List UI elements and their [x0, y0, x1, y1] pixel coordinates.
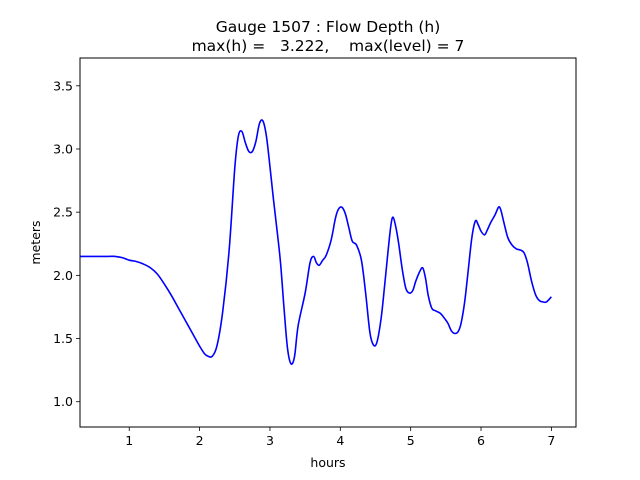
series-layer	[79, 119, 552, 365]
y-tick-label: 3.0	[53, 141, 73, 156]
y-tick-label: 1.5	[53, 331, 73, 346]
x-tick-label: 2	[196, 433, 204, 448]
y-tick-label: 3.5	[53, 78, 73, 93]
y-axis-label: meters	[28, 220, 43, 264]
chart-title-line-1: Gauge 1507 : Flow Depth (h)	[216, 18, 441, 36]
x-axis-ticks: 1 2 3 4 5 6 7	[125, 427, 555, 448]
x-tick-label: 4	[336, 433, 344, 448]
y-tick-label: 2.0	[53, 268, 73, 283]
x-tick-label: 6	[477, 433, 485, 448]
y-tick-label: 1.0	[53, 394, 73, 409]
y-axis-ticks: 1.0 1.5 2.0 2.5 3.0 3.5	[53, 78, 80, 409]
series-line	[79, 119, 552, 365]
x-tick-label: 5	[407, 433, 415, 448]
chart-title-line-2: max(h) = 3.222, max(level) = 7	[192, 37, 465, 55]
plot-frame	[79, 57, 577, 428]
x-tick-label: 1	[125, 433, 133, 448]
x-tick-label: 7	[547, 433, 555, 448]
y-tick-label: 2.5	[53, 205, 73, 220]
x-axis-label: hours	[310, 455, 345, 470]
x-tick-label: 3	[266, 433, 274, 448]
